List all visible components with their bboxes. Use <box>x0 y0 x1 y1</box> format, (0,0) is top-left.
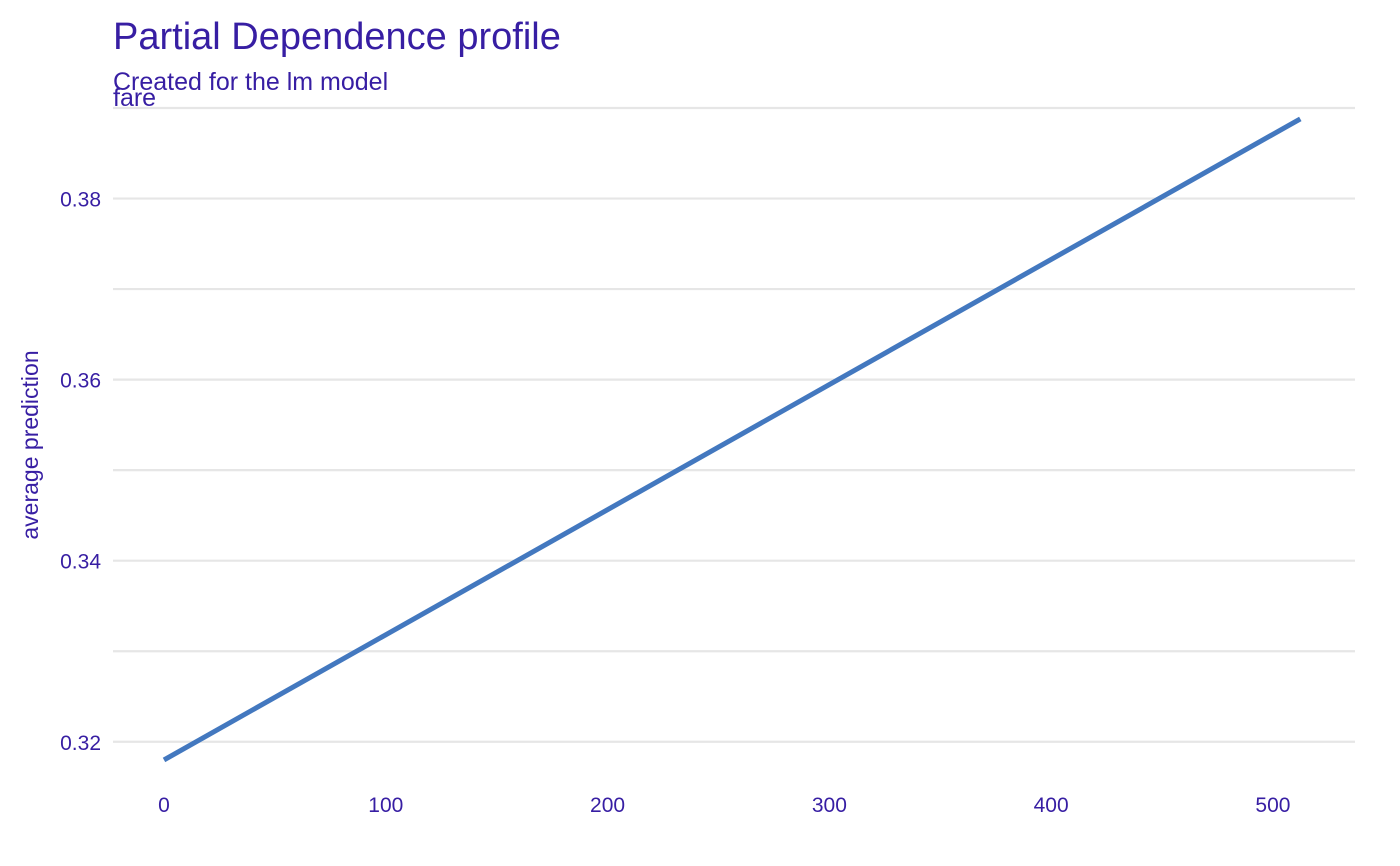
y-tick-labels: 0.32 0.34 0.36 0.38 <box>60 189 101 755</box>
panel-label: fare <box>113 84 156 112</box>
x-tick-label: 100 <box>368 794 403 817</box>
y-tick-label: 0.36 <box>60 370 101 393</box>
x-tick-label: 500 <box>1255 794 1290 817</box>
series-layer <box>162 116 1302 763</box>
y-tick-label: 0.38 <box>60 189 101 212</box>
chart-subtitle: Created for the lm model <box>113 68 388 96</box>
x-tick-labels: 0 100 200 300 400 500 <box>158 794 1290 817</box>
y-tick-label: 0.34 <box>60 551 101 574</box>
x-tick-label: 400 <box>1034 794 1069 817</box>
grid-lines <box>113 106 1355 743</box>
y-tick-label: 0.32 <box>60 732 101 755</box>
series-line <box>162 116 1302 763</box>
x-tick-label: 300 <box>812 794 847 817</box>
chart-title: Partial Dependence profile <box>113 16 561 58</box>
y-axis-title: average prediction <box>17 350 43 539</box>
x-tick-label: 200 <box>590 794 625 817</box>
x-tick-label: 0 <box>158 794 170 817</box>
